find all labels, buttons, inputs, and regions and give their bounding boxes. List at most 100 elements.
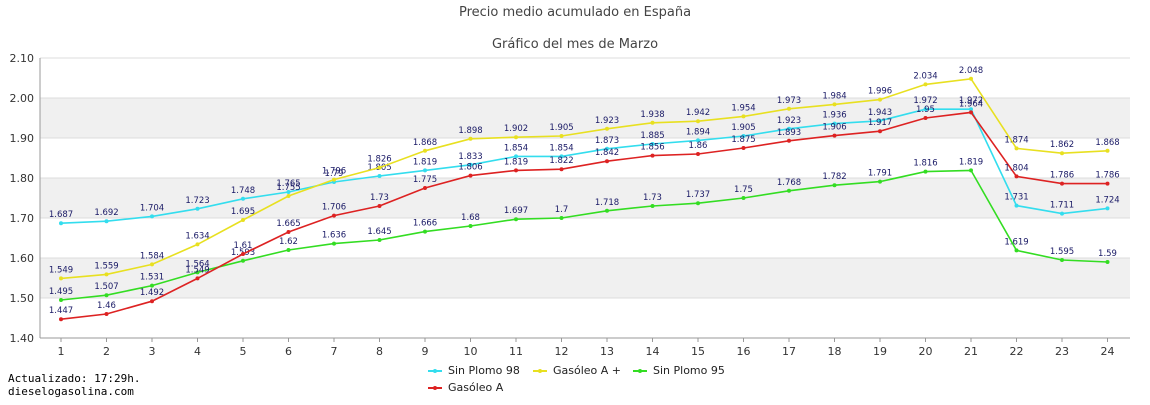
data-label-sin-plomo-98: 1.972 (959, 96, 983, 106)
data-point-gas-leo-a (650, 153, 655, 158)
data-point-sin-plomo-95 (59, 298, 63, 302)
legend-label: Sin Plomo 98 (448, 364, 520, 377)
data-label-sin-plomo-95: 1.595 (1050, 247, 1074, 257)
data-point-sin-plomo-95 (332, 241, 336, 246)
data-point-gas-leo-a (605, 159, 609, 164)
data-point-sin-plomo-95 (787, 188, 791, 193)
data-label-sin-plomo-95: 1.59 (1098, 249, 1117, 259)
data-label-gas-leo-a: 1.86 (689, 141, 708, 151)
data-label-sin-plomo-95: 1.495 (49, 287, 73, 297)
chart-subtitle: Gráfico del mes de Marzo (491, 37, 659, 52)
data-label-sin-plomo-95: 1.645 (367, 227, 391, 237)
data-label-sin-plomo-95: 1.666 (413, 219, 437, 229)
x-tick-label: 15 (691, 345, 705, 358)
data-point-gas-leo-a (559, 167, 564, 172)
data-point-sin-plomo-98 (741, 134, 746, 138)
data-label-gas-leo-a: 1.964 (959, 99, 983, 109)
data-point-gas-leo-a-plus (286, 194, 291, 198)
x-tick-label: 18 (828, 345, 842, 358)
data-point-sin-plomo-98 (1105, 206, 1110, 211)
data-label-gas-leo-a-plus: 1.905 (549, 123, 573, 133)
data-point-gas-leo-a (878, 129, 882, 134)
data-point-gas-leo-a-plus (332, 177, 336, 182)
data-label-gas-leo-a-plus: 1.874 (1004, 135, 1028, 145)
x-tick-label: 21 (964, 345, 978, 358)
data-label-sin-plomo-98: 1.819 (413, 157, 437, 167)
data-point-sin-plomo-95 (969, 168, 973, 173)
data-label-sin-plomo-98: 1.854 (549, 143, 573, 153)
data-point-gas-leo-a-plus (104, 272, 109, 277)
data-point-gas-leo-a-plus (559, 134, 564, 138)
data-point-sin-plomo-95 (377, 238, 382, 242)
x-tick-label: 7 (331, 345, 338, 358)
data-label-sin-plomo-95: 1.564 (185, 259, 209, 269)
data-point-sin-plomo-98 (1014, 203, 1019, 208)
data-point-gas-leo-a-plus (832, 102, 837, 107)
data-label-sin-plomo-95: 1.636 (322, 231, 346, 241)
line-chart: 1.401.501.601.701.801.902.002.101 2 3 4 5 6 7 8… (10, 52, 1130, 358)
data-point-gas-leo-a-plus (878, 97, 882, 102)
data-point-sin-plomo-98 (241, 196, 245, 201)
data-point-gas-leo-a-plus (923, 82, 928, 87)
data-label-gas-leo-a: 1.804 (1004, 163, 1028, 173)
data-point-gas-leo-a-plus (650, 120, 655, 125)
data-label-gas-leo-a: 1.549 (185, 265, 209, 275)
data-point-gas-leo-a-plus (969, 76, 973, 81)
data-point-sin-plomo-95 (650, 204, 655, 208)
data-point-gas-leo-a (832, 133, 837, 138)
legend-marker-gasoleo-a (428, 385, 442, 390)
data-point-sin-plomo-98 (377, 174, 382, 178)
data-label-gas-leo-a: 1.806 (458, 163, 482, 173)
data-point-sin-plomo-98 (878, 118, 882, 123)
data-point-gas-leo-a-plus (514, 135, 518, 140)
data-label-sin-plomo-98: 1.943 (868, 108, 892, 118)
data-label-sin-plomo-95: 1.531 (140, 273, 164, 283)
data-label-gas-leo-a: 1.906 (822, 123, 846, 133)
data-label-gas-leo-a: 1.893 (777, 128, 801, 138)
data-label-sin-plomo-95: 1.768 (777, 178, 801, 188)
data-point-sin-plomo-95 (423, 229, 427, 234)
data-point-gas-leo-a (59, 317, 63, 322)
x-tick-label: 23 (1055, 345, 1069, 358)
y-tick-label: 1.40 (10, 332, 35, 345)
data-label-sin-plomo-98: 1.854 (504, 143, 528, 153)
y-tick-label: 1.90 (10, 132, 35, 145)
data-label-gas-leo-a: 1.786 (1050, 171, 1074, 181)
data-point-sin-plomo-95 (468, 224, 473, 228)
data-point-sin-plomo-95 (559, 216, 564, 220)
data-label-sin-plomo-98: 1.692 (94, 208, 118, 218)
data-label-gas-leo-a: 1.786 (1095, 171, 1119, 181)
data-label-gas-leo-a-plus: 1.954 (731, 103, 755, 113)
data-point-gas-leo-a-plus (150, 262, 154, 267)
data-point-gas-leo-a (241, 252, 245, 256)
data-point-sin-plomo-95 (1014, 248, 1019, 253)
data-point-gas-leo-a-plus (468, 136, 473, 141)
series-line-gas-leo-a-plus (60, 77, 1108, 280)
legend-label: Gasóleo A (448, 381, 504, 394)
data-point-sin-plomo-95 (832, 183, 837, 188)
data-point-sin-plomo-98 (696, 138, 700, 143)
x-tick-label: 16 (737, 345, 751, 358)
data-label-sin-plomo-95: 1.718 (595, 198, 619, 208)
y-tick-label: 2.10 (10, 52, 35, 65)
x-tick-label: 6 (285, 345, 292, 358)
data-label-gas-leo-a-plus: 1.559 (94, 261, 118, 271)
x-tick-label: 1 (58, 345, 65, 358)
data-point-sin-plomo-95 (514, 217, 518, 222)
data-label-sin-plomo-98: 1.704 (140, 203, 164, 213)
data-point-gas-leo-a (332, 213, 336, 218)
data-label-sin-plomo-95: 1.7 (555, 205, 569, 215)
data-label-sin-plomo-95: 1.816 (913, 159, 937, 169)
data-label-sin-plomo-98: 1.731 (1004, 193, 1028, 203)
data-label-gas-leo-a-plus: 1.973 (777, 96, 801, 106)
data-label-gas-leo-a: 1.819 (504, 157, 528, 167)
data-label-gas-leo-a: 1.492 (140, 288, 164, 298)
data-point-sin-plomo-95 (104, 293, 109, 298)
data-point-gas-leo-a-plus (1060, 151, 1064, 156)
x-tick-label: 4 (194, 345, 201, 358)
data-label-sin-plomo-98: 1.936 (822, 111, 846, 121)
x-tick-label: 24 (1101, 345, 1115, 358)
data-label-sin-plomo-98: 1.905 (731, 123, 755, 133)
legend-item-gasoleo-a-plus: Gasóleo A + (533, 364, 621, 377)
grid-band (40, 98, 1130, 138)
